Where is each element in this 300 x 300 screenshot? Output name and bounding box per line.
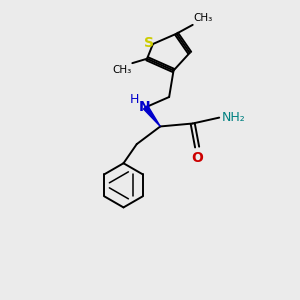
Text: S: S — [144, 35, 154, 50]
Text: H: H — [130, 93, 139, 106]
Text: CH₃: CH₃ — [194, 13, 213, 23]
Text: N: N — [138, 100, 150, 114]
Text: O: O — [191, 151, 203, 165]
Polygon shape — [143, 106, 160, 126]
Text: CH₃: CH₃ — [112, 65, 131, 75]
Text: NH₂: NH₂ — [221, 110, 245, 124]
